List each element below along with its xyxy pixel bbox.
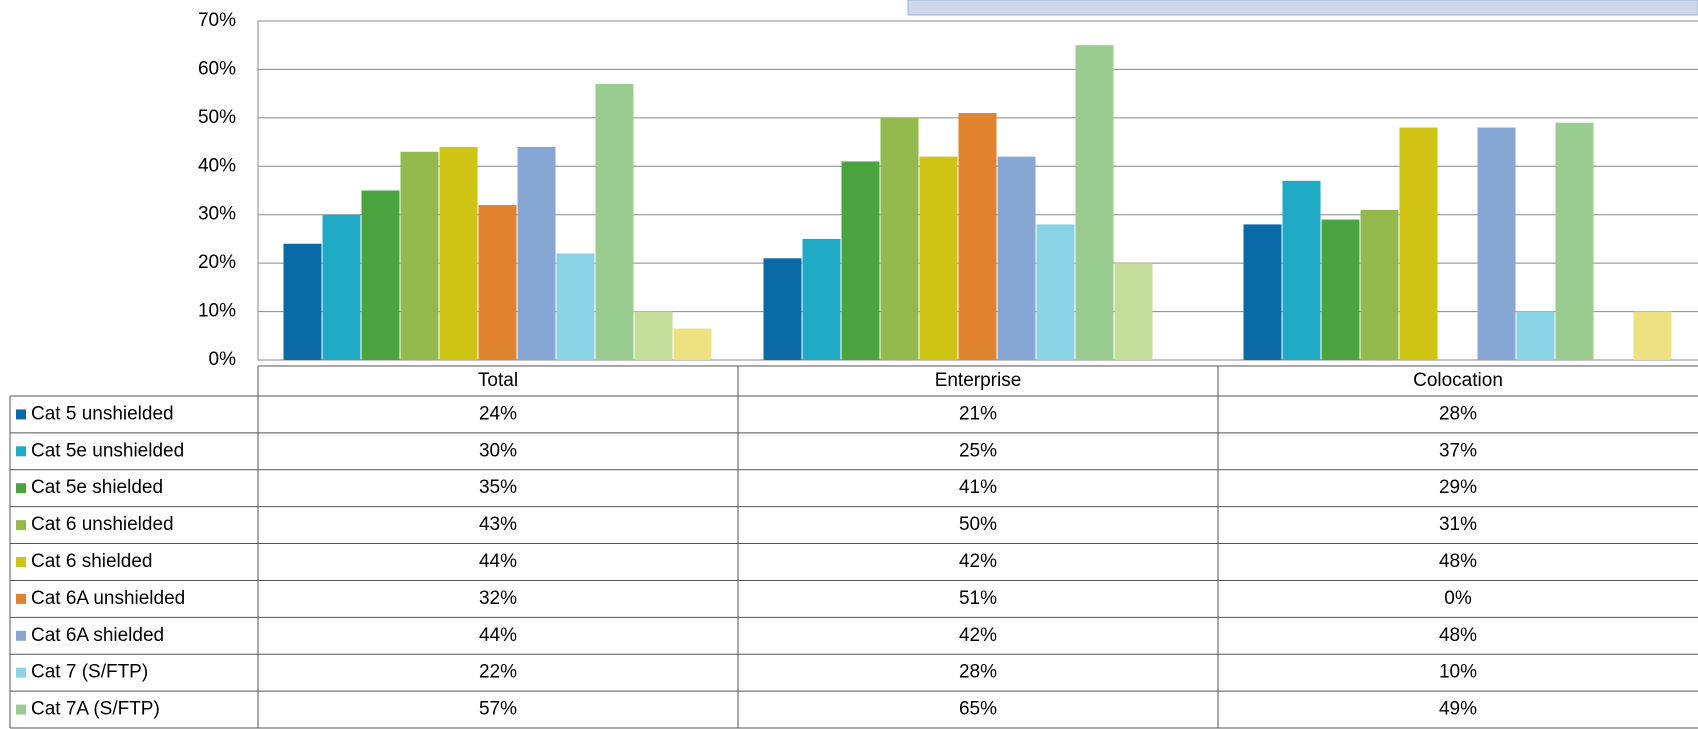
bar <box>1282 180 1321 360</box>
bar <box>517 146 556 360</box>
legend-label: Cat 5e shielded <box>31 477 163 498</box>
bar <box>1036 224 1075 360</box>
category-label: Colocation <box>1413 370 1503 391</box>
table-cell: 57% <box>479 699 517 720</box>
table-cell: 42% <box>959 551 997 572</box>
y-tick-label: 0% <box>209 349 237 370</box>
bar <box>1321 219 1360 360</box>
legend-label: Cat 5e unshielded <box>31 440 184 461</box>
table-cell: 44% <box>479 625 517 646</box>
y-tick-label: 10% <box>198 301 236 322</box>
table-cell: 43% <box>479 514 517 535</box>
table-cell: 10% <box>1439 662 1477 683</box>
bar <box>763 258 802 360</box>
table-cell: 35% <box>479 477 517 498</box>
bar <box>322 214 361 360</box>
table-cell: 25% <box>959 440 997 461</box>
bar <box>1516 311 1555 360</box>
table-cell: 37% <box>1439 440 1477 461</box>
legend-swatch <box>16 704 26 715</box>
bar <box>556 253 595 360</box>
table-cell: 44% <box>479 551 517 572</box>
table-cell: 28% <box>959 662 997 683</box>
table-cell: 22% <box>479 662 517 683</box>
bar <box>634 311 673 360</box>
y-tick-label: 60% <box>198 58 236 79</box>
legend-swatch <box>16 520 26 531</box>
legend-swatch <box>16 667 26 678</box>
bar <box>1399 127 1438 361</box>
table-cell: 30% <box>479 440 517 461</box>
legend-label: Cat 6A shielded <box>31 625 164 646</box>
legend-swatch <box>16 409 26 420</box>
y-tick-label: 50% <box>198 107 236 128</box>
category-label: Enterprise <box>935 370 1022 391</box>
legend-swatch <box>16 557 26 567</box>
table-cell: 24% <box>479 403 517 424</box>
y-tick-label: 70% <box>198 10 236 31</box>
table-cell: 41% <box>959 477 997 498</box>
bar <box>919 156 958 360</box>
table-cell: 31% <box>1439 514 1477 535</box>
y-tick-label: 20% <box>198 252 236 273</box>
table-cell: 48% <box>1439 625 1477 646</box>
table-cell: 51% <box>959 588 997 609</box>
table-cell: 28% <box>1439 403 1477 424</box>
bar <box>595 83 634 360</box>
table-cell: 42% <box>959 625 997 646</box>
bar <box>439 146 478 360</box>
bar <box>673 328 712 360</box>
bar <box>283 243 322 360</box>
legend-swatch <box>16 593 26 604</box>
table-cell: 49% <box>1439 699 1477 720</box>
legend-swatch <box>16 446 26 457</box>
legend-swatch <box>16 483 26 494</box>
bar <box>958 113 997 360</box>
y-tick-label: 30% <box>198 204 236 225</box>
legend-label: Cat 6A unshielded <box>31 588 185 609</box>
bar <box>880 117 919 360</box>
bar <box>1555 122 1594 360</box>
table-cell: 50% <box>959 514 997 535</box>
bar <box>1114 263 1153 360</box>
table-cell: 65% <box>959 699 997 720</box>
category-label: Total <box>478 370 518 391</box>
bar <box>1633 311 1672 360</box>
bar <box>841 161 880 360</box>
table-cell: 32% <box>479 588 517 609</box>
bar <box>478 205 517 360</box>
legend-label: Cat 6 unshielded <box>31 514 174 535</box>
legend-label: Cat 6 shielded <box>31 551 152 572</box>
bar <box>1243 224 1282 360</box>
bar <box>361 190 400 360</box>
bar <box>1360 209 1399 360</box>
bar <box>400 151 439 360</box>
legend-swatch <box>16 630 26 641</box>
legend-label: Cat 5 unshielded <box>31 403 174 424</box>
legend-label: Cat 7A (S/FTP) <box>31 699 160 720</box>
table-cell: 0% <box>1444 588 1472 609</box>
table-cell: 48% <box>1439 551 1477 572</box>
window-strip <box>907 0 1698 16</box>
bar <box>997 156 1036 360</box>
table-cell: 21% <box>959 403 997 424</box>
legend-label: Cat 7 (S/FTP) <box>31 662 148 683</box>
bar <box>1075 45 1114 360</box>
bar <box>802 238 841 360</box>
y-tick-label: 40% <box>198 155 236 176</box>
table-cell: 29% <box>1439 477 1477 498</box>
bar <box>1477 127 1516 361</box>
